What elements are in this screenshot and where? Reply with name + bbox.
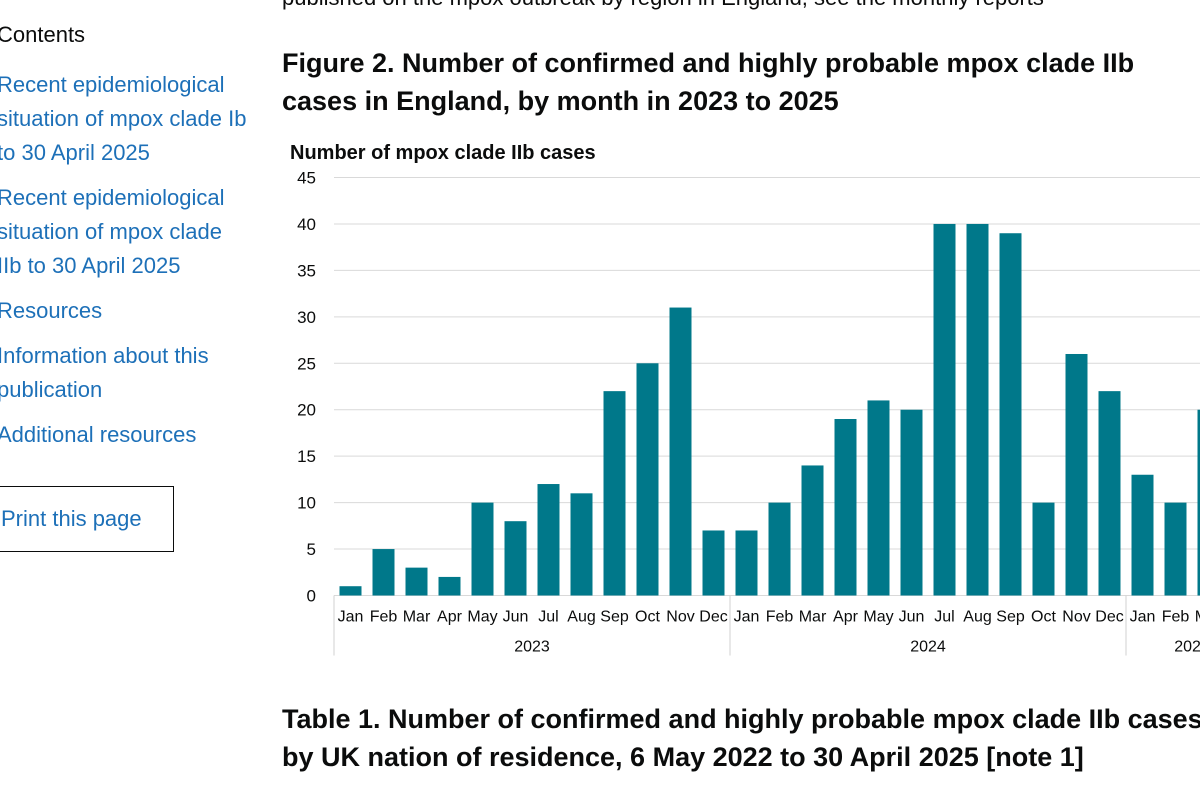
x-tick-label: Aug (567, 609, 595, 626)
table-title: Table 1. Number of confirmed and highly … (282, 700, 1200, 776)
contents-link-additional-resources[interactable]: Additional resources (0, 422, 197, 447)
x-tick-label: Jun (503, 609, 529, 626)
contents-link-publication-info[interactable]: Information about this publication (0, 343, 209, 402)
bar (1131, 474, 1154, 596)
bar (636, 363, 659, 596)
y-tick-label: 0 (307, 587, 316, 606)
bar (537, 484, 560, 596)
bar (1032, 502, 1055, 596)
contents-heading: Contents (0, 22, 86, 47)
bar (768, 502, 791, 596)
x-tick-label: Jul (934, 609, 954, 626)
print-page-button[interactable]: Print this page (0, 486, 174, 552)
bar (504, 521, 527, 596)
x-tick-label: May (467, 609, 497, 626)
x-tick-label: Mar (799, 609, 827, 626)
bar (438, 576, 461, 596)
y-tick-label: 45 (297, 169, 316, 188)
x-tick-label: Feb (370, 609, 398, 626)
x-tick-label: Feb (766, 609, 794, 626)
bar (471, 502, 494, 596)
bar (405, 567, 428, 596)
bar (1197, 409, 1200, 596)
y-tick-label: 15 (297, 447, 316, 466)
x-tick-label: Jan (338, 609, 364, 626)
bar (1098, 391, 1121, 596)
y-tick-label: 40 (297, 215, 316, 234)
x-tick-label: Oct (1031, 609, 1056, 626)
bar (570, 493, 593, 596)
x-tick-label: Apr (833, 609, 859, 626)
year-group-label: 2025 (1174, 639, 1200, 656)
bar (1164, 502, 1187, 596)
bar (900, 409, 923, 596)
y-tick-label: 35 (297, 261, 316, 280)
x-tick-label: Aug (963, 609, 991, 626)
x-tick-label: Jun (899, 609, 925, 626)
x-tick-label: Nov (666, 609, 694, 626)
x-tick-label: Oct (635, 609, 660, 626)
x-tick-label: Jul (538, 609, 558, 626)
y-tick-label: 30 (297, 308, 316, 327)
x-tick-label: Dec (699, 609, 727, 626)
year-group-label: 2024 (910, 639, 946, 656)
x-tick-label: May (863, 609, 893, 626)
body-text-fragment: published on the mpox outbreak by region… (282, 0, 1044, 12)
contents-item-publication-info: Information about this publication (0, 339, 247, 407)
bar (669, 307, 692, 596)
x-tick-label: Sep (600, 609, 629, 626)
contents-item-clade-iib: Recent epidemiological situation of mpox… (0, 181, 247, 283)
bar (867, 400, 890, 596)
y-tick-label: 10 (297, 494, 316, 513)
y-tick-label: 25 (297, 354, 316, 373)
x-tick-label: Sep (996, 609, 1025, 626)
bar (933, 223, 956, 596)
contents-item-clade-ib: Recent epidemiological situation of mpox… (0, 68, 247, 170)
x-tick-label: Jan (734, 609, 760, 626)
bar (603, 391, 626, 596)
x-tick-label: Apr (437, 609, 463, 626)
bar (801, 465, 824, 596)
bar-chart: Number of mpox clade IIb cases 051015202… (290, 142, 1200, 656)
contents-item-resources: Resources (0, 294, 247, 328)
x-tick-label: Jan (1130, 609, 1156, 626)
x-tick-label: Nov (1062, 609, 1090, 626)
bar (702, 530, 725, 596)
y-tick-label: 5 (307, 540, 316, 559)
y-axis-title: Number of mpox clade IIb cases (290, 142, 596, 164)
x-tick-label: Dec (1095, 609, 1123, 626)
bar (1065, 353, 1088, 596)
bar (339, 586, 362, 596)
x-tick-label: Mar (1195, 609, 1200, 626)
bar (372, 549, 395, 596)
chart-bars (339, 223, 1200, 596)
bar (735, 530, 758, 596)
contents-list: Recent epidemiological situation of mpox… (0, 68, 247, 463)
y-tick-label: 20 (297, 401, 316, 420)
contents-link-clade-ib[interactable]: Recent epidemiological situation of mpox… (0, 72, 247, 165)
bar (966, 223, 989, 596)
table-title-line-2: by UK nation of residence, 6 May 2022 to… (282, 742, 1084, 772)
table-title-line-1: Table 1. Number of confirmed and highly … (282, 704, 1200, 734)
contents-link-resources[interactable]: Resources (0, 298, 103, 323)
x-tick-label: Mar (403, 609, 431, 626)
contents-link-clade-iib[interactable]: Recent epidemiological situation of mpox… (0, 185, 225, 278)
sidebar: Contents Recent epidemiological situatio… (0, 0, 260, 800)
figure-title: Figure 2. Number of confirmed and highly… (282, 48, 1135, 116)
bar (834, 419, 857, 596)
year-group-label: 2023 (514, 639, 550, 656)
contents-item-additional-resources: Additional resources (0, 418, 247, 452)
bar (999, 233, 1022, 596)
x-tick-label: Feb (1162, 609, 1190, 626)
